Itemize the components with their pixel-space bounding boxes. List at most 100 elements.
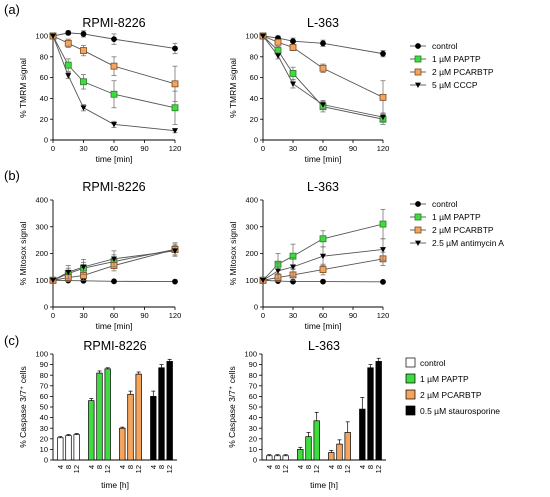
series-3 [50, 245, 178, 284]
y-tick-label: 30 [40, 424, 48, 433]
legend-marker [414, 55, 422, 63]
series-0 [260, 33, 386, 58]
bar [65, 435, 72, 461]
bar [96, 372, 103, 461]
legend-swatch [405, 405, 416, 416]
data-point [290, 38, 296, 45]
bar-group-2: 4 8 12 [118, 371, 143, 473]
y-tick-label: 200 [35, 249, 48, 258]
legend-swatch [405, 357, 416, 368]
y-axis-label: % Mitosox signal [18, 222, 28, 286]
legend-label: control [420, 358, 446, 368]
y-tick-label: 10 [249, 445, 257, 454]
bar [135, 373, 142, 461]
data-point [380, 278, 386, 285]
y-tick-label: 80 [40, 371, 48, 380]
chart-title: L-363 [307, 180, 339, 194]
legend-label: 2 µM PCARBTP [432, 67, 494, 77]
x-tick-label: 0 [261, 144, 265, 153]
x-tick-label: 4 [87, 465, 96, 469]
x-tick-label: 12 [134, 465, 143, 473]
y-tick-label: 90 [249, 360, 257, 369]
bar [305, 436, 312, 461]
x-tick-label: 4 [56, 465, 65, 469]
y-axis-label: % Caspase 3/7⁺ cells [18, 366, 28, 448]
y-tick-label: 0 [44, 136, 48, 145]
x-tick-label: 0 [261, 311, 265, 320]
x-tick-label: 8 [335, 465, 344, 469]
chart-title: RPMI-8226 [82, 180, 145, 194]
legend-legend_ab-b: control 1 µM PAPTP 2 µM PCARBTP 2.5 µM anti… [410, 199, 504, 248]
data-point [80, 105, 87, 111]
y-tick-label: 0 [254, 136, 258, 145]
y-tick-label: 100 [245, 276, 258, 285]
y-tick-label: 0 [253, 456, 257, 465]
bar [266, 455, 273, 461]
x-tick-label: 0 [51, 311, 55, 320]
y-tick-label: 40 [40, 94, 48, 103]
bar-group-2: 4 8 12 [327, 421, 352, 473]
data-point [110, 62, 118, 70]
y-tick-label: 300 [245, 222, 258, 231]
y-tick-label: 100 [35, 276, 48, 285]
x-tick-label: 30 [289, 311, 297, 320]
data-point [319, 64, 327, 72]
data-point [171, 104, 179, 112]
data-point [64, 39, 72, 47]
y-tick-label: 0 [44, 303, 48, 312]
data-point [64, 61, 72, 69]
x-axis-label: time [min] [305, 154, 342, 164]
x-tick-label: 90 [140, 144, 148, 153]
bar [166, 361, 173, 461]
x-tick-label: 30 [289, 144, 297, 153]
x-tick-label: 4 [118, 465, 127, 469]
y-tick-label: 20 [40, 434, 48, 443]
x-tick-label: 12 [103, 465, 112, 473]
data-point [50, 33, 56, 39]
bar [297, 449, 304, 461]
x-axis-label: time [h] [310, 480, 338, 490]
x-tick-label: 8 [126, 465, 135, 469]
y-tick-label: 20 [249, 434, 257, 443]
x-tick-label: 8 [95, 465, 104, 469]
x-tick-label: 4 [327, 465, 336, 469]
x-tick-label: 120 [377, 311, 390, 320]
y-tick-label: 70 [249, 381, 257, 390]
data-point [65, 29, 72, 36]
legend-marker [414, 226, 422, 234]
data-point [380, 247, 386, 253]
bar [344, 432, 351, 461]
bar-group-1: 4 8 12 [87, 367, 112, 473]
chart-title: RPMI-8226 [83, 339, 146, 353]
y-axis-label: % Mitosox signal [228, 222, 238, 286]
data-point [172, 45, 178, 52]
x-axis-label: time [min] [96, 154, 133, 164]
data-point [319, 235, 327, 243]
x-tick-label: 12 [343, 465, 352, 473]
legend-label: control [432, 199, 458, 209]
chart-title: L-363 [307, 16, 339, 30]
legend-label: 1 µM PAPTP [432, 212, 481, 222]
y-tick-label: 20 [250, 115, 258, 124]
x-tick-label: 120 [169, 144, 182, 153]
chart-3: 0 100 200 300 400 0 30 60 90 120 time [min] % Mitos… [228, 180, 389, 331]
data-point [80, 264, 87, 270]
y-tick-label: 50 [40, 403, 48, 412]
series-3 [260, 238, 386, 284]
data-point [289, 70, 297, 77]
bar [104, 368, 111, 461]
y-tick-label: 60 [250, 73, 258, 82]
y-tick-label: 60 [40, 73, 48, 82]
x-axis-label: time [h] [101, 480, 129, 490]
x-tick-label: 8 [366, 465, 375, 469]
data-point [290, 81, 296, 87]
bar [127, 393, 134, 461]
x-tick-label: 120 [169, 311, 182, 320]
x-tick-label: 12 [281, 465, 290, 473]
data-point [379, 93, 387, 101]
bar [328, 452, 335, 461]
x-tick-label: 60 [110, 144, 118, 153]
bar [73, 434, 80, 461]
bar [158, 367, 165, 461]
